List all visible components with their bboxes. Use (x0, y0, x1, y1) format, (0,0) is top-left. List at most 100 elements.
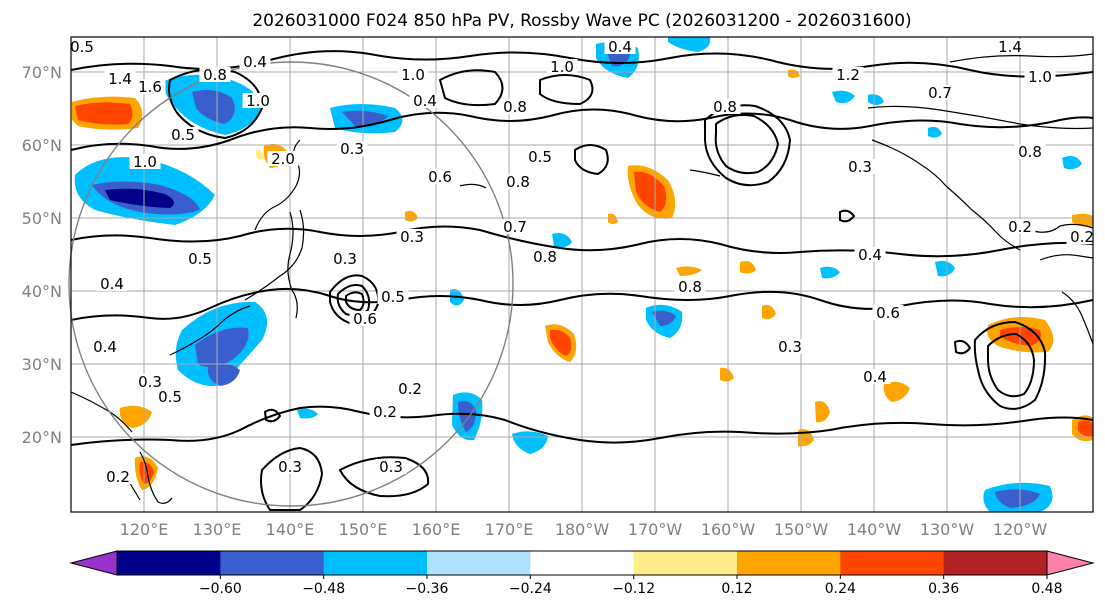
colorbar-swatch (323, 551, 428, 575)
shade-blob (762, 305, 776, 320)
colorbar-frame (116, 550, 1048, 576)
coastline (244, 209, 305, 301)
contour-label-bg (674, 279, 706, 294)
contour-label-bg (924, 85, 956, 100)
contour-label-bg (349, 311, 381, 326)
shade-blob (608, 213, 618, 224)
contour-label-bg (134, 374, 166, 389)
contour-label-bg (604, 39, 636, 54)
shade-blob (652, 310, 676, 326)
shade-blob (815, 401, 830, 423)
shade-blob (935, 260, 955, 277)
pv-contour (539, 74, 594, 105)
contour-label: 0.8 (203, 66, 227, 84)
contour-label: 0.2 (398, 380, 422, 398)
contour-label: 0.3 (333, 250, 357, 268)
contour-label-bg (375, 459, 407, 474)
shade-blob (995, 489, 1040, 508)
map-gridlines (71, 37, 1093, 512)
contour-label: 0.7 (928, 84, 952, 102)
colorbar-swatch (117, 551, 221, 575)
lon-tick-label: 140°E (266, 520, 315, 539)
contour-label-bg (832, 67, 864, 82)
contour-label: 0.2 (1008, 218, 1032, 236)
pv-contour (260, 447, 323, 511)
shade-blob (550, 329, 572, 356)
lon-tick-label: 150°W (774, 520, 829, 539)
lon-tick-label: 160°E (412, 520, 461, 539)
lat-tick-label: 40°N (22, 282, 62, 301)
contour-label: 0.3 (340, 140, 364, 158)
colorbar-label: −0.48 (302, 581, 345, 597)
lon-tick-label: 130°E (193, 520, 242, 539)
colorbar: −0.60 −0.48 −0.36 −0.24 −0.12 0.12 0.24 0.36 0.4… (69, 550, 1095, 597)
contour-label: 1.4 (108, 70, 132, 88)
lat-axis: 70°N 60°N 50°N 40°N 30°N 20°N (22, 63, 62, 447)
contour-label-bg (89, 339, 121, 354)
contour-label-bg (1014, 144, 1046, 159)
coastlines (70, 53, 1094, 504)
pv-contour (345, 291, 365, 311)
contour-label-bg (424, 169, 456, 184)
contour-label-bg (96, 276, 128, 291)
contour-label: 0.4 (93, 338, 117, 356)
shade-blob (668, 37, 711, 52)
coastline (689, 169, 721, 177)
pv-contour (987, 333, 1035, 398)
contour-label-bg (774, 339, 806, 354)
contour-label-bg (524, 149, 556, 164)
shade-blob (105, 188, 174, 208)
colorbar-extend-low (69, 550, 118, 576)
coastline (139, 451, 173, 504)
contour-label-bg (844, 159, 876, 174)
contour-label: 0.5 (528, 148, 552, 166)
contour-label: 1.0 (401, 66, 425, 84)
contour-label: 0.8 (713, 98, 737, 116)
shade-blob (256, 149, 264, 160)
contour-label-bg (709, 99, 741, 114)
coastline (1029, 223, 1094, 233)
contour-label-bg (239, 54, 271, 69)
contour-label-bg (242, 93, 274, 108)
contour-label: 0.3 (778, 338, 802, 356)
contour-label-bg (499, 219, 531, 234)
contour-label-bg (499, 99, 531, 114)
lat-tick-label: 50°N (22, 209, 62, 228)
contour-label: 0.5 (158, 388, 182, 406)
contour-label-bg (396, 229, 428, 244)
contour-label-bg (859, 369, 891, 384)
shade-blob (1072, 213, 1093, 227)
contour-label: 0.3 (400, 228, 424, 246)
contour-label: 1.0 (133, 153, 157, 171)
coastline (287, 211, 298, 319)
colorbar-swatch (633, 551, 738, 575)
contour-label-bg (1066, 229, 1098, 244)
pv-contour (574, 144, 609, 175)
shade-blob (405, 210, 418, 222)
contour-label: 0.3 (138, 373, 162, 391)
contour-label: 0.8 (1018, 143, 1042, 161)
colorbar-label: 0.36 (928, 581, 959, 597)
lat-tick-label: 30°N (22, 355, 62, 374)
contour-label-bg (994, 39, 1026, 54)
contour-label-bg (529, 249, 561, 264)
shade-blob (195, 327, 249, 368)
contour-label: 0.5 (188, 250, 212, 268)
coastline (871, 139, 1021, 251)
shade-blob (720, 367, 734, 382)
contour-label: 0.4 (608, 38, 632, 56)
pv-contour (954, 339, 971, 355)
contour-label: 0.6 (428, 168, 452, 186)
shade-blob (207, 363, 240, 386)
colorbar-swatch (943, 551, 1048, 575)
shade-blob (192, 90, 235, 124)
contour-label: 0.8 (506, 173, 530, 191)
contour-label-bg (102, 469, 134, 484)
contour-label: 1.0 (246, 92, 270, 110)
shade-blob (342, 110, 388, 126)
colorbar-swatch (840, 551, 945, 575)
pv-contour (264, 408, 281, 423)
lat-tick-label: 70°N (22, 63, 62, 82)
coastline (169, 305, 251, 356)
